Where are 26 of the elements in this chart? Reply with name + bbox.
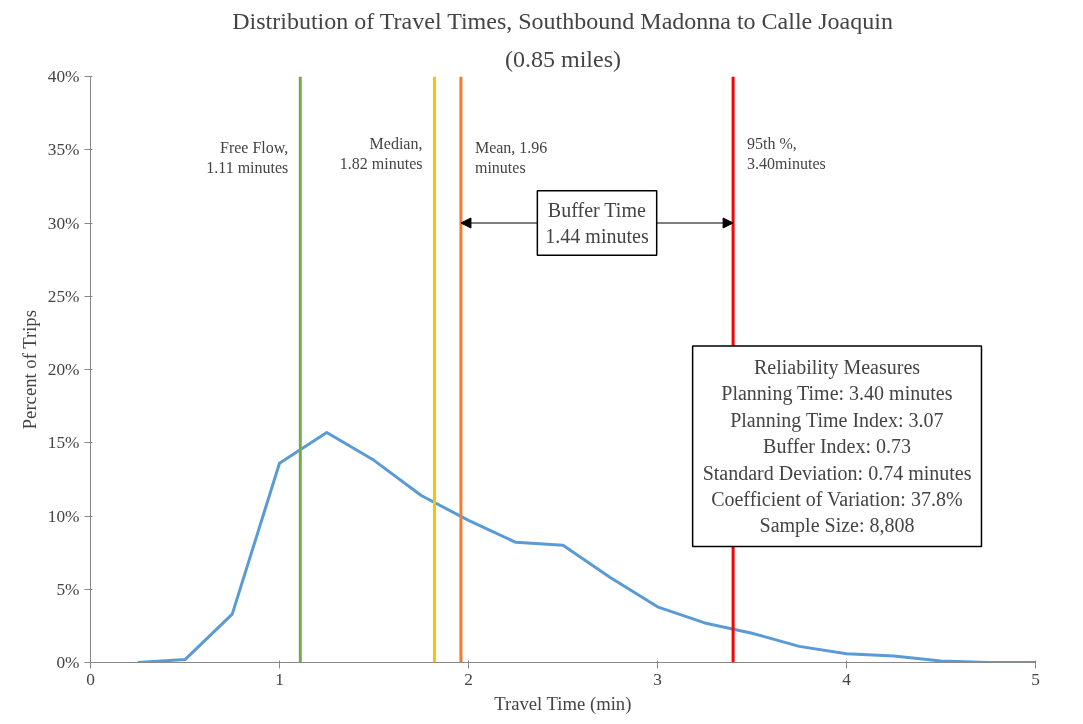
line-series [136,430,1036,663]
annotation: Median, 1.82 minutes [339,135,423,173]
y-tick-label: 40% [47,67,80,86]
y-tick-label: 25% [47,286,80,306]
x-axis-title: Travel Time (min) [494,692,632,715]
y-axis-title: Percent of Trips [18,310,40,430]
annotation: Reliability Measures Planning Time: 3.40 minutes Planning Time Index: 3.07 Buffer Index: 0.73 Standard Deviation: 0.74 minutes Coefficient of Variation: 37.8% Sample Size: 8,808 [702,356,972,538]
y-tick-label: 20% [47,360,80,379]
y-tick-label: 5% [56,579,80,599]
y-tick-label: 30% [47,213,80,233]
annotation: 95th %, 3.40minutes [747,135,826,173]
annotation: Buffer Time 1.44 minutes [545,198,649,248]
x-tick-label: 4 [842,669,852,689]
x-tick-label: 3 [653,669,662,689]
y-tick-label: 0% [56,653,80,672]
y-tick-label: 35% [47,140,80,160]
x-tick-label: 5 [1031,669,1040,689]
annotation: Free Flow, 1.11 minutes [206,139,289,177]
chart-subtitle: (0.85 miles) [505,45,621,72]
x-tick-label: 0 [86,669,95,689]
chart-title: Distribution of Travel Times, Southbound Madonna to Calle Joaquin [232,7,893,34]
y-tick-label: 15% [47,433,80,453]
x-tick-label: 2 [464,669,473,689]
y-tick-label: 10% [47,506,80,526]
annotation: Mean, 1.96 minutes [474,139,548,177]
x-tick-label: 1 [275,669,284,689]
